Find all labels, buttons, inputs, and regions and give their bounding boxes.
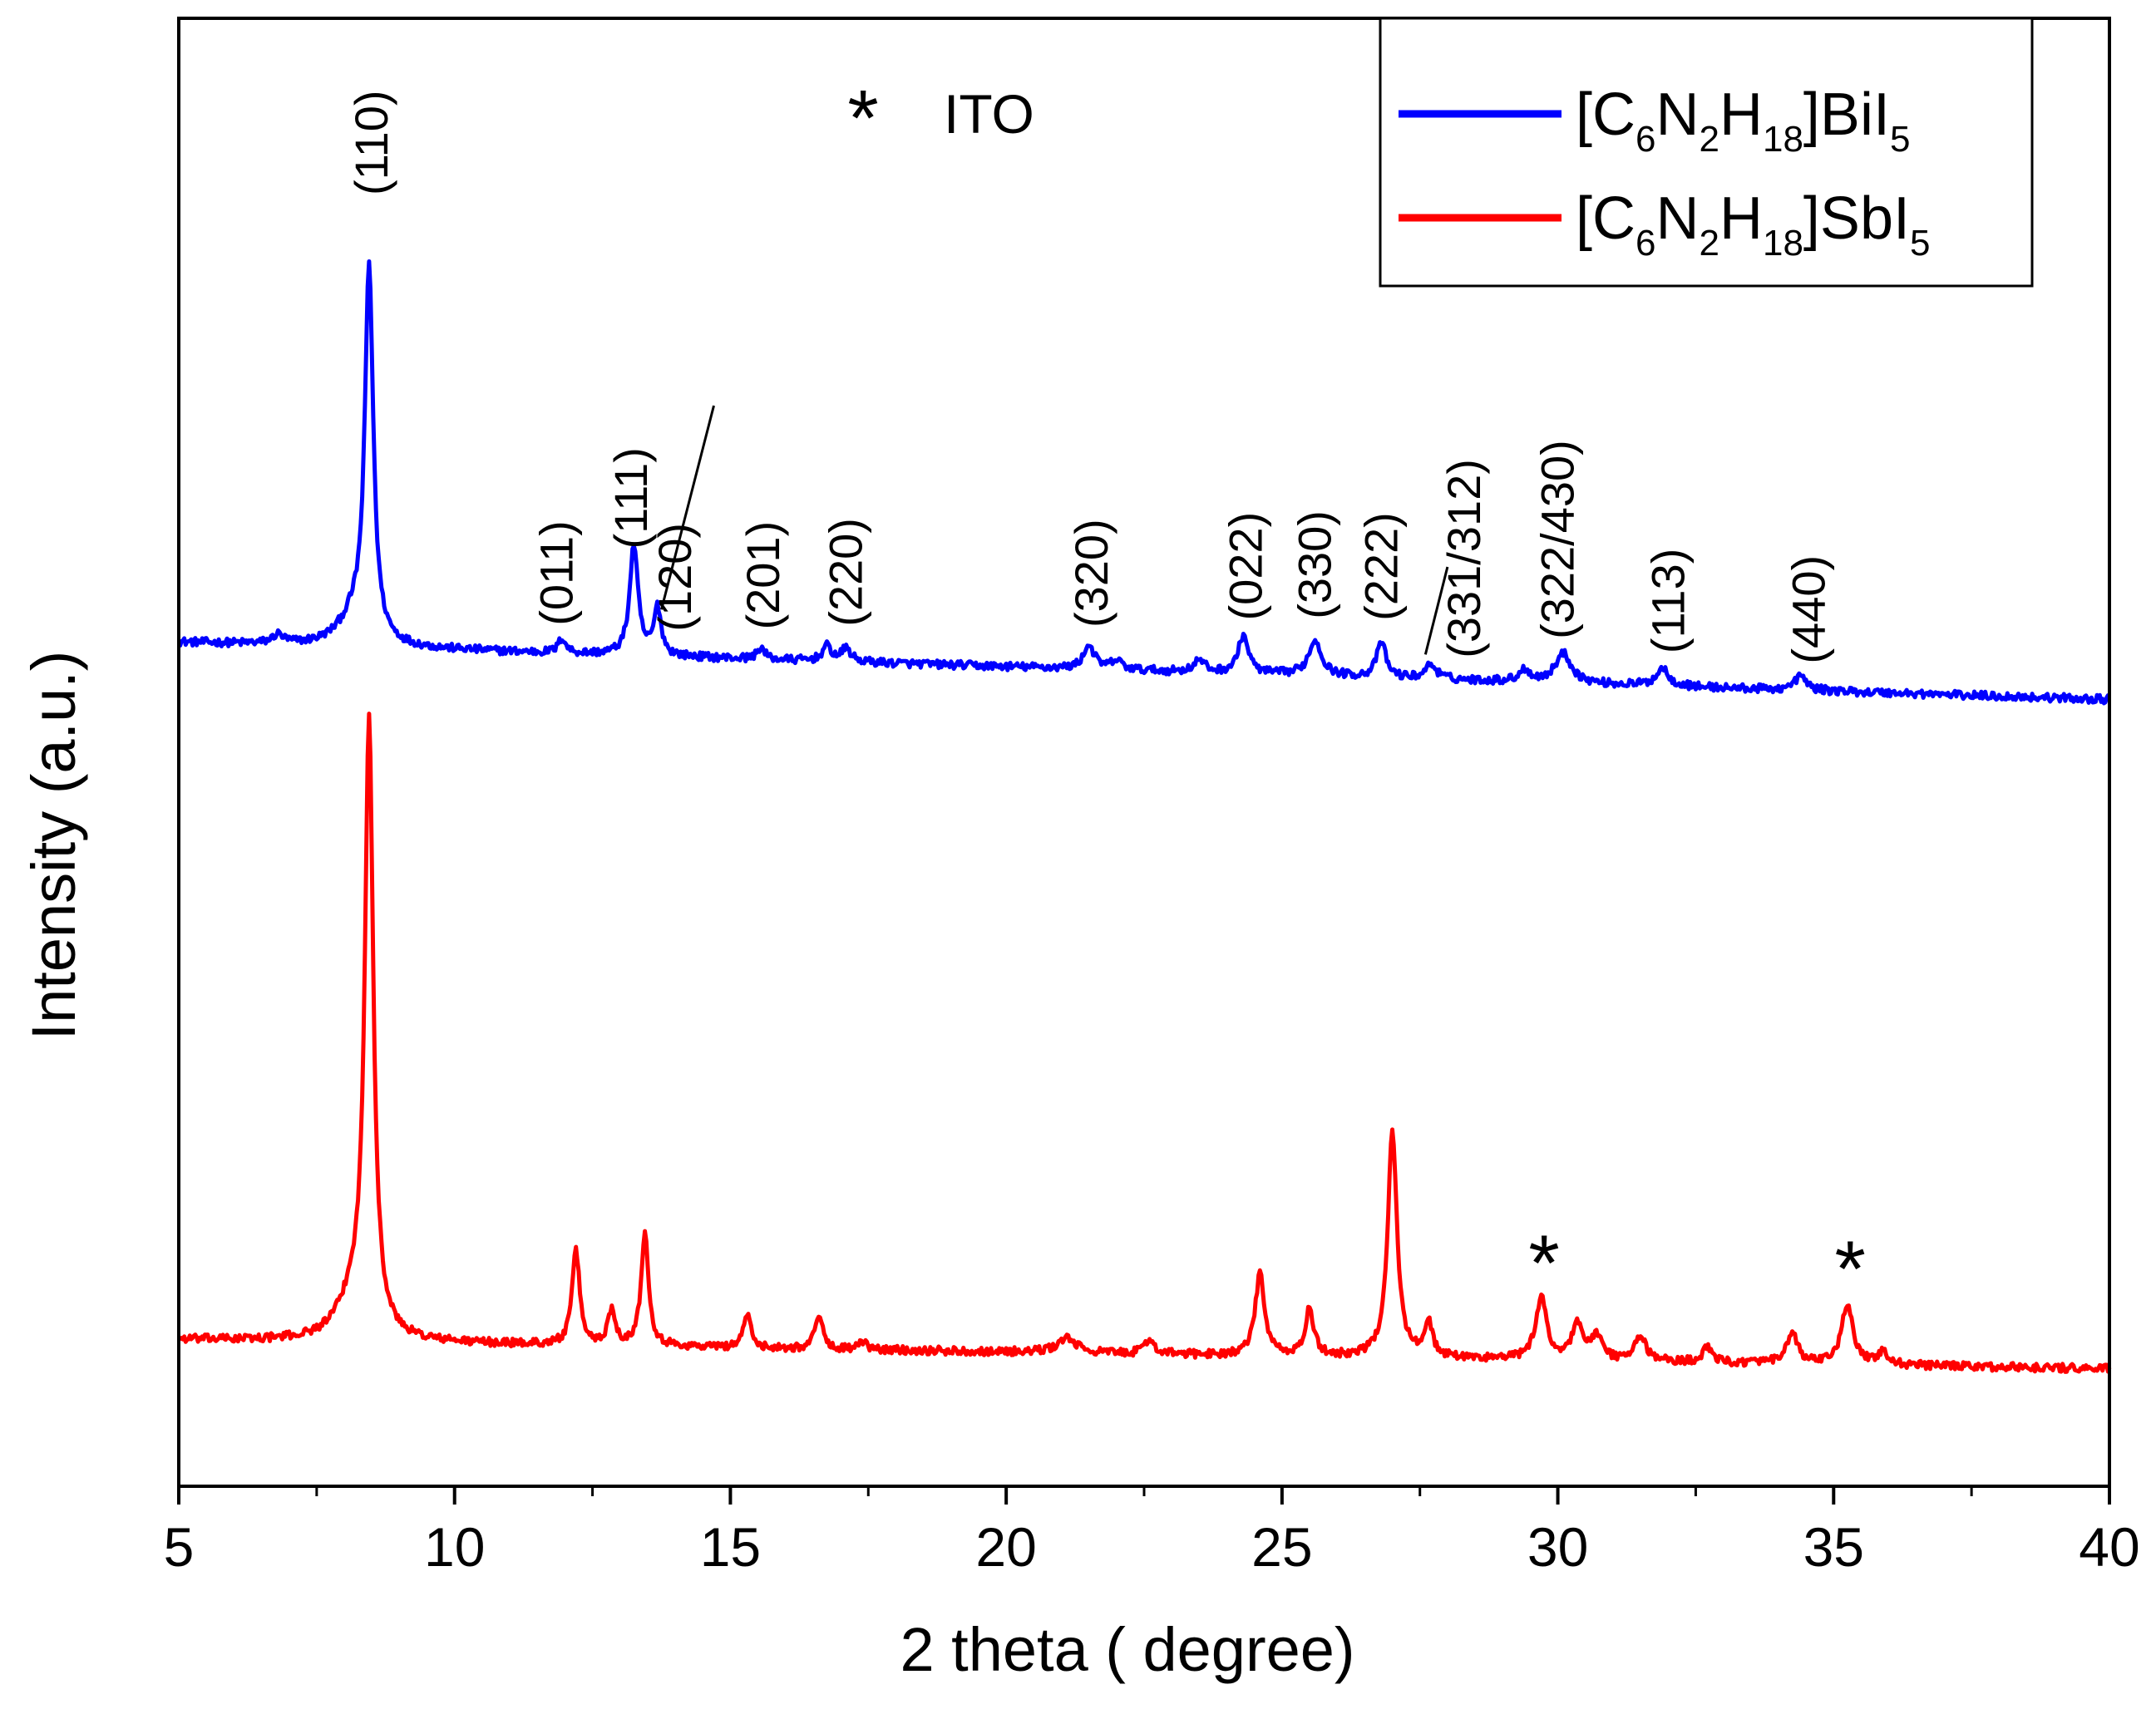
legend: [C6N2H18]BiI5 [C6N2H18]SbI5	[1379, 17, 2034, 288]
hkl-label-222: (222)	[1354, 512, 1407, 621]
x-tick-label-15: 15	[700, 1516, 761, 1578]
hkl-label-220: (220)	[820, 518, 872, 627]
y-axis-title: Intensity (a.u.)	[19, 651, 88, 1041]
axes-layer: 5 10 15 20 25 30 35 40	[164, 17, 2140, 1578]
hkl-label-111: (111)	[604, 447, 657, 549]
hkl-leader-331-312	[1423, 566, 1449, 655]
hkl-label-330: (330)	[1289, 510, 1341, 619]
x-tick-label-10: 10	[424, 1516, 485, 1578]
x-tick-label-35: 35	[1803, 1516, 1864, 1578]
x-tick-label-5: 5	[164, 1516, 195, 1578]
x-tick-label-25: 25	[1251, 1516, 1312, 1578]
x-tick-label-40: 40	[2079, 1516, 2139, 1578]
hkl-label-011: (011)	[530, 520, 582, 626]
x-tick-label-30: 30	[1527, 1516, 1588, 1578]
ito-star-symbol: *	[847, 74, 878, 163]
hkl-label-110: (110)	[345, 90, 397, 195]
hkl-label-440: (440)	[1782, 555, 1834, 664]
legend-label-bii5: [C6N2H18]BiI5	[1576, 81, 1910, 160]
legend-box	[1379, 17, 2034, 288]
curves-layer	[177, 259, 2112, 1374]
ito-peak-marker-0: *	[1528, 1219, 1559, 1308]
legend-label-sbi5: [C6N2H18]SbI5	[1576, 185, 1930, 264]
hkl-label-113: (113)	[1641, 549, 1694, 654]
series-line-0	[178, 259, 2112, 706]
hkl-leader-120	[660, 405, 715, 610]
hkl-label-320: (320)	[1065, 519, 1117, 628]
x-tick-label-20: 20	[975, 1516, 1036, 1578]
annotations-layer: (110) (011) (111)(120) (201) (220) (320) (022)…	[345, 90, 1866, 1313]
hkl-label-120: (120)	[649, 523, 701, 632]
ito-note: * ITO	[847, 74, 1034, 163]
hkl-label-331-312: (331/312)	[1438, 459, 1490, 658]
ito-peak-marker-1: *	[1835, 1225, 1866, 1314]
hkl-label-201: (201)	[737, 521, 789, 630]
hkl-label-022: (022)	[1220, 512, 1272, 621]
ito-label: ITO	[944, 83, 1034, 145]
x-axis-title: 2 theta ( degree)	[900, 1615, 1354, 1684]
series-line-1	[177, 712, 2112, 1374]
hkl-label-322-430: (322/430)	[1532, 440, 1584, 639]
